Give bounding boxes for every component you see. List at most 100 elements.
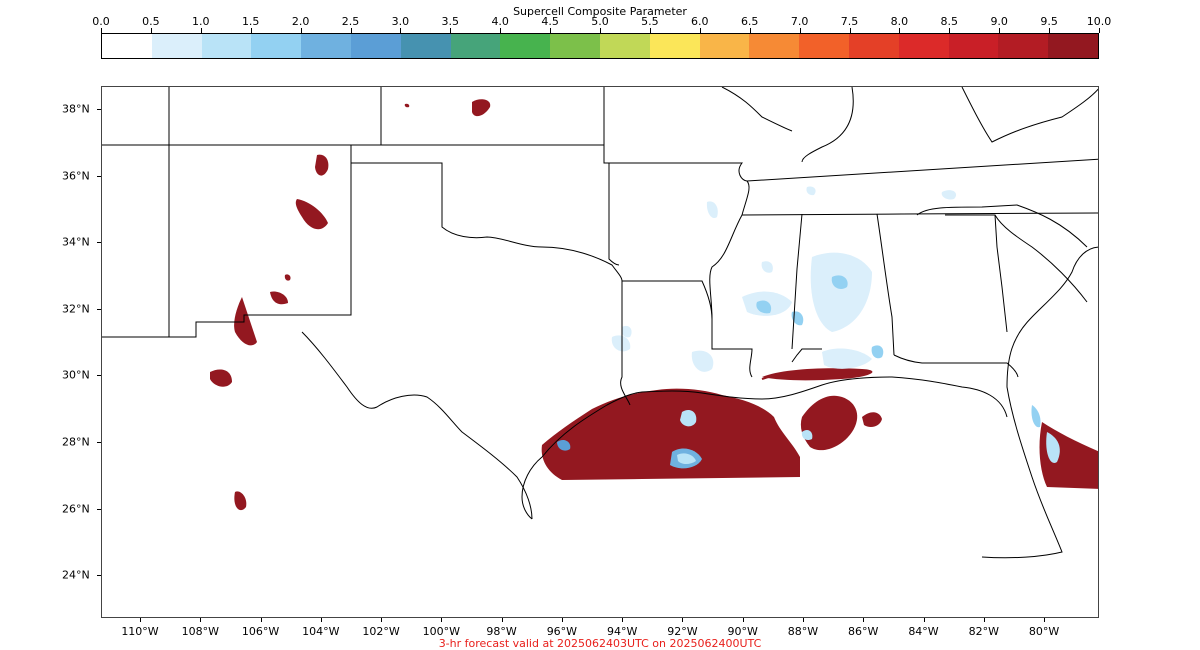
colorbar-tick-label: 3.0 bbox=[391, 15, 410, 28]
colorbar-tick bbox=[550, 28, 552, 33]
longitude-label: 90°W bbox=[727, 625, 758, 638]
colorbar-tick-label: 0.5 bbox=[142, 15, 160, 28]
colorbar-segment bbox=[599, 34, 650, 58]
forecast-caption: 3-hr forecast valid at 2025062403UTC on … bbox=[438, 637, 762, 650]
map-canvas bbox=[102, 87, 1098, 559]
longitude-label: 88°W bbox=[787, 625, 819, 638]
colorbar-tick bbox=[999, 28, 1001, 33]
colorbar-tick-label: 1.0 bbox=[192, 15, 210, 28]
colorbar-segment bbox=[251, 34, 302, 58]
colorbar-tick bbox=[1049, 28, 1051, 33]
longitude-label: 108°W bbox=[181, 625, 219, 638]
colorbar-tick-label: 5.0 bbox=[591, 15, 609, 28]
colorbar-segment bbox=[898, 34, 949, 58]
colorbar-segment bbox=[1048, 34, 1098, 58]
longitude-label: 82°W bbox=[968, 625, 999, 638]
longitude-label: 102°W bbox=[362, 625, 400, 638]
colorbar-tick-label: 3.5 bbox=[441, 15, 460, 28]
colorbar-tick bbox=[400, 28, 402, 33]
latitude-tick bbox=[97, 375, 101, 377]
longitude-tick bbox=[742, 618, 744, 622]
longitude-tick bbox=[561, 618, 563, 622]
longitude-tick bbox=[923, 618, 925, 622]
longitude-label: 94°W bbox=[606, 625, 638, 638]
latitude-label: 36°N bbox=[62, 169, 90, 183]
longitude-tick bbox=[682, 618, 684, 622]
colorbar-tick-label: 7.5 bbox=[840, 15, 859, 28]
longitude-label: 104°W bbox=[302, 625, 340, 638]
colorbar-tick-label: 7.0 bbox=[790, 15, 809, 28]
longitude-label: 96°W bbox=[546, 625, 578, 638]
latitude-label: 24°N bbox=[62, 568, 90, 582]
latitude-tick bbox=[97, 442, 101, 443]
colorbar-tick bbox=[600, 28, 601, 33]
colorbar-tick-label: 0.0 bbox=[92, 15, 110, 28]
longitude-tick bbox=[381, 618, 383, 622]
colorbar-segment bbox=[649, 34, 700, 58]
colorbar-tick-label: 10.0 bbox=[1086, 15, 1112, 28]
longitude-tick bbox=[622, 618, 624, 622]
longitude-tick bbox=[441, 618, 443, 622]
colorbar-tick bbox=[649, 28, 651, 33]
longitude-tick bbox=[140, 618, 141, 622]
colorbar-segment bbox=[500, 34, 551, 58]
colorbar-tick-label: 6.0 bbox=[691, 15, 709, 28]
colorbar-segment bbox=[102, 34, 152, 58]
colorbar-tick-label: 4.5 bbox=[541, 15, 559, 28]
longitude-tick bbox=[501, 618, 503, 622]
latitude-label: 28°N bbox=[62, 435, 90, 449]
state-borders bbox=[102, 87, 1098, 559]
colorbar-segment bbox=[400, 34, 451, 58]
colorbar-tick bbox=[450, 28, 452, 33]
latitude-label: 26°N bbox=[62, 502, 90, 516]
colorbar-segment bbox=[848, 34, 899, 58]
colorbar-tick bbox=[200, 28, 202, 33]
colorbar-tick bbox=[749, 28, 751, 33]
latitude-label: 32°N bbox=[62, 302, 90, 316]
scp-light-patches bbox=[611, 186, 957, 372]
colorbar-segment bbox=[350, 34, 401, 58]
colorbar-tick bbox=[1099, 28, 1100, 33]
colorbar-tick-label: 2.0 bbox=[291, 15, 310, 28]
longitude-tick bbox=[983, 618, 985, 622]
coast-highlights bbox=[761, 369, 863, 380]
colorbar-segment bbox=[550, 34, 600, 58]
longitude-label: 86°W bbox=[848, 625, 879, 638]
colorbar-tick bbox=[500, 28, 502, 33]
colorbar-segment bbox=[948, 34, 999, 58]
colorbar-tick bbox=[300, 28, 302, 33]
colorbar-title: Supercell Composite Parameter bbox=[513, 5, 687, 18]
colorbar-tick bbox=[849, 28, 851, 33]
longitude-label: 84°W bbox=[908, 625, 939, 638]
colorbar-tick-label: 9.5 bbox=[1040, 15, 1058, 28]
colorbar-segment bbox=[201, 34, 252, 58]
longitude-tick bbox=[260, 618, 262, 622]
longitude-label: 110°W bbox=[121, 625, 159, 638]
colorbar-tick-label: 4.0 bbox=[491, 15, 509, 28]
longitude-label: 100°W bbox=[422, 625, 461, 638]
longitude-label: 98°W bbox=[486, 625, 517, 638]
colorbar-segment bbox=[749, 34, 800, 58]
colorbar-segment bbox=[450, 34, 501, 58]
scp-high-region-gulf bbox=[541, 368, 1098, 489]
longitude-tick bbox=[802, 618, 804, 622]
colorbar-tick bbox=[949, 28, 951, 33]
colorbar-tick-label: 6.5 bbox=[740, 15, 759, 28]
latitude-tick bbox=[97, 575, 101, 577]
longitude-label: 106°W bbox=[241, 625, 280, 638]
longitude-tick bbox=[863, 618, 865, 622]
colorbar-segment bbox=[998, 34, 1049, 58]
colorbar-segment bbox=[699, 34, 750, 58]
longitude-label: 80°W bbox=[1028, 625, 1060, 638]
colorbar bbox=[101, 33, 1099, 59]
colorbar-tick-label: 9.0 bbox=[990, 15, 1008, 28]
colorbar-tick-label: 2.5 bbox=[341, 15, 360, 28]
latitude-label: 30°N bbox=[62, 368, 90, 382]
colorbar-tick bbox=[899, 28, 901, 33]
colorbar-tick bbox=[101, 28, 102, 33]
scp-western-cells bbox=[210, 99, 491, 511]
longitude-tick bbox=[1044, 618, 1046, 622]
colorbar-segment bbox=[799, 34, 849, 58]
latitude-tick bbox=[97, 308, 101, 310]
colorbar-tick bbox=[799, 28, 801, 33]
